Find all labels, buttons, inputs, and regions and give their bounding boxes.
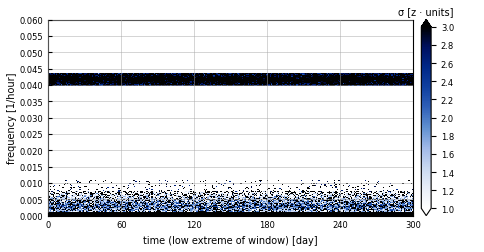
Title: σ [z · units]: σ [z · units] [398,7,454,17]
Y-axis label: frequency [1/hour]: frequency [1/hour] [7,73,17,164]
PathPatch shape [421,20,431,28]
X-axis label: time (low extreme of window) [day]: time (low extreme of window) [day] [143,235,318,245]
PathPatch shape [421,209,431,216]
